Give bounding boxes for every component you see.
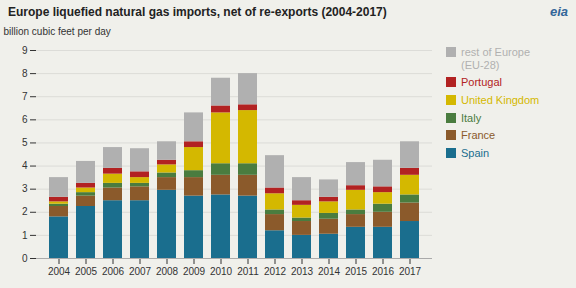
html-text:eia: eia xyxy=(549,4,568,19)
svg-text:2005: 2005 xyxy=(75,266,98,277)
svg-text:1: 1 xyxy=(22,230,28,241)
svg-text:2006: 2006 xyxy=(102,266,125,277)
svg-text:2017: 2017 xyxy=(399,266,422,277)
svg-text:4: 4 xyxy=(22,160,28,171)
svg-text:3: 3 xyxy=(22,183,28,194)
svg-text:2: 2 xyxy=(22,206,28,217)
svg-text:2010: 2010 xyxy=(210,266,233,277)
svg-text:2009: 2009 xyxy=(183,266,206,277)
svg-text:2015: 2015 xyxy=(345,266,368,277)
svg-text:2014: 2014 xyxy=(318,266,341,277)
svg-text:2016: 2016 xyxy=(372,266,395,277)
html-text:rest of Europe (EU-28): rest of Europe (EU-28) xyxy=(461,46,531,71)
svg-text:billion cubic feet per day: billion cubic feet per day xyxy=(4,26,111,37)
html-text:Europe liquefied natural gas i: Europe liquefied natural gas imports, ne… xyxy=(8,5,387,19)
svg-text:8: 8 xyxy=(22,68,28,79)
svg-text:2007: 2007 xyxy=(129,266,152,277)
html-text:Italy: Italy xyxy=(461,111,482,124)
svg-text:9: 9 xyxy=(22,45,28,56)
html-text:Spain: Spain xyxy=(461,146,490,159)
svg-text:2012: 2012 xyxy=(264,266,287,277)
html-text:France: France xyxy=(461,129,496,142)
html-text:Portugal: Portugal xyxy=(461,76,502,89)
svg-text:6: 6 xyxy=(22,114,28,125)
svg-text:7: 7 xyxy=(22,91,28,102)
svg-text:2004: 2004 xyxy=(48,266,71,277)
svg-text:2008: 2008 xyxy=(156,266,179,277)
svg-text:0: 0 xyxy=(22,253,28,264)
svg-text:5: 5 xyxy=(22,137,28,148)
svg-text:2011: 2011 xyxy=(237,266,259,277)
svg-text:2013: 2013 xyxy=(291,266,314,277)
html-text:United Kingdom: United Kingdom xyxy=(461,93,540,106)
